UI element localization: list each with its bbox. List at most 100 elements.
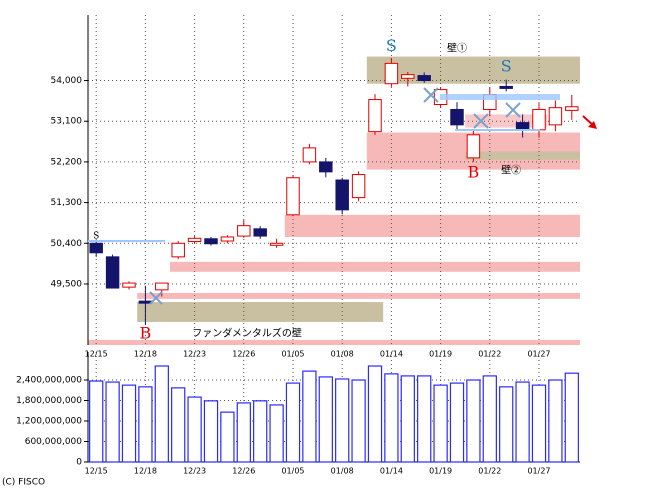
y-tick-label: 52,200 xyxy=(51,157,83,167)
zone xyxy=(284,214,580,237)
volume-bar xyxy=(351,379,366,463)
x-tick-label: 12/26 xyxy=(232,350,255,359)
candle-body xyxy=(466,134,481,159)
candle-body xyxy=(565,106,579,111)
x-tick-label: 01/27 xyxy=(527,467,550,476)
candle-body xyxy=(220,236,235,242)
y-tick-label: 50,400 xyxy=(51,239,83,249)
y-tick-label: 600,000,000 xyxy=(25,437,83,447)
volume-bar xyxy=(466,379,481,463)
volume-bar xyxy=(89,380,104,463)
zone xyxy=(88,340,580,345)
candle-body xyxy=(417,75,431,82)
volume-bar xyxy=(171,387,186,463)
overlay xyxy=(88,87,597,305)
volume-bar xyxy=(121,384,137,463)
y-tick-label: 49,500 xyxy=(51,279,83,289)
x-tick-label: 01/19 xyxy=(429,350,452,359)
volume-bar xyxy=(302,370,317,463)
volume-bar xyxy=(564,372,579,463)
x-tick-label: 01/05 xyxy=(281,467,304,476)
candle-body xyxy=(155,282,169,291)
annotation: 壁① xyxy=(447,41,467,54)
candle-body xyxy=(286,177,300,216)
candle-body xyxy=(384,62,399,85)
candle-body xyxy=(319,161,333,173)
volume-bar xyxy=(482,375,497,463)
candle-body xyxy=(171,242,185,258)
volume-bar xyxy=(433,384,448,463)
volume-bar xyxy=(499,386,514,463)
candle-body xyxy=(302,147,317,163)
volume-bar xyxy=(203,400,219,463)
candle-body xyxy=(499,85,513,89)
x-tick-label: 12/23 xyxy=(183,467,206,476)
zone xyxy=(137,293,580,299)
y-tick-label: 51,300 xyxy=(51,198,83,208)
volume-bar xyxy=(187,396,202,463)
x-tick-label: 01/22 xyxy=(478,467,501,476)
annotation: B xyxy=(468,162,480,181)
candle-body xyxy=(122,282,136,288)
volume-bar xyxy=(253,400,268,463)
x-tick-label: 01/14 xyxy=(380,350,403,359)
x-tick-label: 01/08 xyxy=(331,350,354,359)
volume-bar xyxy=(384,373,399,463)
candle-body xyxy=(187,237,202,242)
y-tick-label: 1,800,000,000 xyxy=(16,396,82,406)
annotation: S xyxy=(386,36,397,55)
annotation: B xyxy=(140,324,152,343)
candle-body xyxy=(204,238,218,245)
volume-bar xyxy=(400,375,415,463)
volume-bar xyxy=(285,382,301,463)
volume-bar xyxy=(367,365,383,463)
x-tick-label: 01/08 xyxy=(331,467,354,476)
x-tick-label: 12/23 xyxy=(183,350,206,359)
candle-body xyxy=(335,179,349,211)
volume-bar xyxy=(318,376,333,463)
candle-body xyxy=(532,108,546,131)
volume-bar xyxy=(269,404,284,463)
volume-bar xyxy=(220,411,235,463)
zone xyxy=(170,261,580,272)
zone xyxy=(366,56,580,84)
candle-body xyxy=(548,107,563,126)
volume-bar xyxy=(531,384,547,463)
zone xyxy=(137,302,384,322)
candle-body xyxy=(401,74,415,79)
volume-bar xyxy=(515,381,530,463)
volume-bar xyxy=(236,402,251,463)
x-tick-label: 12/15 xyxy=(85,467,108,476)
annotation: S xyxy=(93,232,99,242)
candle-body xyxy=(515,122,530,131)
y-tick-label: 1,200,000,000 xyxy=(16,417,82,427)
x-tick-label: 01/19 xyxy=(429,467,452,476)
copyright: (C) FISCO xyxy=(2,478,45,488)
candle-body xyxy=(368,99,382,133)
y-tick-label: 2,400,000,000 xyxy=(16,376,82,386)
volume-bar xyxy=(548,379,563,463)
y-tick-label: 54,000 xyxy=(51,76,83,86)
candle-body xyxy=(351,174,366,199)
candle-body xyxy=(89,242,103,254)
annotation: S xyxy=(501,56,512,75)
x-tick-label: 12/26 xyxy=(232,467,255,476)
volume-bar xyxy=(154,365,169,463)
y-tick-label: 0 xyxy=(76,458,82,468)
x-tick-label: 12/15 xyxy=(85,350,108,359)
candle-body xyxy=(237,225,251,237)
y-tick-label: 53,100 xyxy=(51,117,83,127)
volume-bar xyxy=(335,378,350,463)
candle-body xyxy=(450,108,464,126)
annotation: 壁② xyxy=(501,163,521,176)
annotation: ファンダメンタルズの壁 xyxy=(192,327,302,340)
candle-body xyxy=(269,242,284,246)
candle-body xyxy=(105,256,120,289)
volume-bar xyxy=(449,382,465,463)
zone xyxy=(465,151,580,160)
x-tick-label: 12/18 xyxy=(134,467,157,476)
x-tick-label: 01/27 xyxy=(527,350,550,359)
candle-body xyxy=(253,228,267,237)
volume-bar xyxy=(138,386,153,463)
x-tick-label: 01/14 xyxy=(380,467,403,476)
